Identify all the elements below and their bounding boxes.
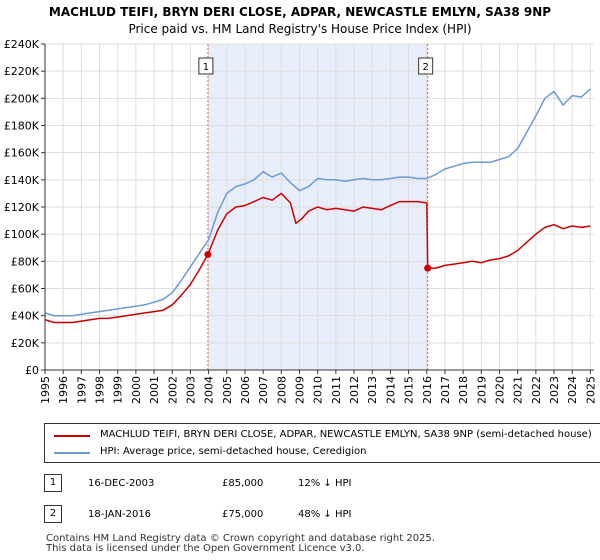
x-tick-label: 2000 (130, 376, 143, 404)
x-tick-label: 2012 (348, 376, 361, 404)
chart-subtitle: Price paid vs. HM Land Registry's House … (128, 22, 472, 36)
legend-swatch-hpi (54, 452, 90, 454)
y-tick-label: £40K (11, 310, 40, 323)
x-tick-label: 2021 (512, 376, 525, 404)
x-tick-label: 2022 (530, 376, 543, 404)
legend-swatch-property (54, 435, 90, 437)
x-tick-label: 2006 (239, 376, 252, 404)
x-tick-label: 2016 (421, 376, 434, 404)
sale-marker-label: 2 (422, 62, 428, 73)
x-tick-label: 2004 (203, 376, 216, 404)
x-tick-label: 1999 (112, 376, 125, 404)
x-tick-label: 2023 (548, 376, 561, 404)
x-tick-label: 2010 (312, 376, 325, 404)
footer-licence: This data is licensed under the Open Gov… (46, 543, 365, 554)
x-tick-label: 2015 (403, 376, 416, 404)
x-tick-label: 2024 (566, 376, 579, 404)
y-tick-label: £180K (4, 120, 40, 133)
y-tick-label: £140K (4, 174, 40, 187)
sale-marker-label-box (418, 57, 434, 75)
sale-hpi-diff: 48% ↓ HPI (298, 509, 352, 520)
sale-marker-label: 1 (203, 62, 209, 73)
x-tick-label: 2002 (166, 376, 179, 404)
y-tick-label: £200K (4, 92, 40, 105)
price-chart: 1 2 £0 £20K £40K £60K £80K £100K £120K £140K £160… (4, 38, 598, 404)
x-tick-label: 2008 (275, 376, 288, 404)
sale-hpi-diff: 12% ↓ HPI (298, 478, 352, 489)
x-tick-label: 2001 (148, 376, 161, 404)
y-tick-label: £60K (11, 283, 40, 296)
x-tick-label: 1995 (39, 376, 52, 404)
chart-title: MACHLUD TEIFI, BRYN DERI CLOSE, ADPAR, N… (48, 5, 552, 19)
y-tick-label: £100K (4, 228, 40, 241)
sale-date: 16-DEC-2003 (88, 478, 155, 489)
sale-price: £85,000 (222, 478, 264, 489)
hpi-line (44, 88, 591, 317)
footer-copyright: Contains HM Land Registry data © Crown c… (46, 533, 435, 544)
x-tick-label: 2003 (184, 376, 197, 404)
x-tick-label: 2017 (439, 376, 452, 404)
x-tick-label: 2019 (475, 376, 488, 404)
property-price-line (44, 192, 591, 324)
y-tick-label: £240K (4, 38, 40, 51)
y-tick-label: £0 (25, 364, 39, 377)
sale-date: 18-JAN-2016 (88, 509, 152, 520)
y-tick-label: £120K (4, 201, 40, 214)
x-tick-label: 2009 (294, 376, 307, 404)
x-tick-label: 1998 (94, 376, 107, 404)
sale-point (424, 264, 432, 272)
x-tick-label: 2025 (584, 376, 597, 404)
x-tick-label: 1996 (57, 376, 70, 404)
legend-label-property: MACHLUD TEIFI, BRYN DERI CLOSE, ADPAR, N… (100, 429, 592, 440)
x-tick-label: 2020 (493, 376, 506, 404)
sale-marker-label-box (198, 57, 214, 75)
x-tick-label: 2018 (457, 376, 470, 404)
y-tick-label: £80K (11, 255, 40, 268)
sale-number-badge: 1 (44, 474, 62, 492)
legend-label-hpi: HPI: Average price, semi-detached house,… (100, 446, 367, 457)
x-tick-label: 2007 (257, 376, 270, 404)
x-tick-label: 2014 (384, 376, 397, 404)
x-tick-label: 1997 (75, 376, 88, 404)
y-tick-label: £160K (4, 147, 40, 160)
sale-price: £75,000 (222, 509, 264, 520)
y-tick-label: £20K (11, 337, 40, 350)
sale-number-badge: 2 (44, 505, 62, 523)
x-tick-label: 2013 (366, 376, 379, 404)
y-tick-label: £220K (4, 65, 40, 78)
x-tick-label: 2011 (330, 376, 343, 404)
sale-point (204, 251, 212, 259)
legend: MACHLUD TEIFI, BRYN DERI CLOSE, ADPAR, N… (44, 423, 600, 463)
x-tick-label: 2005 (221, 376, 234, 404)
